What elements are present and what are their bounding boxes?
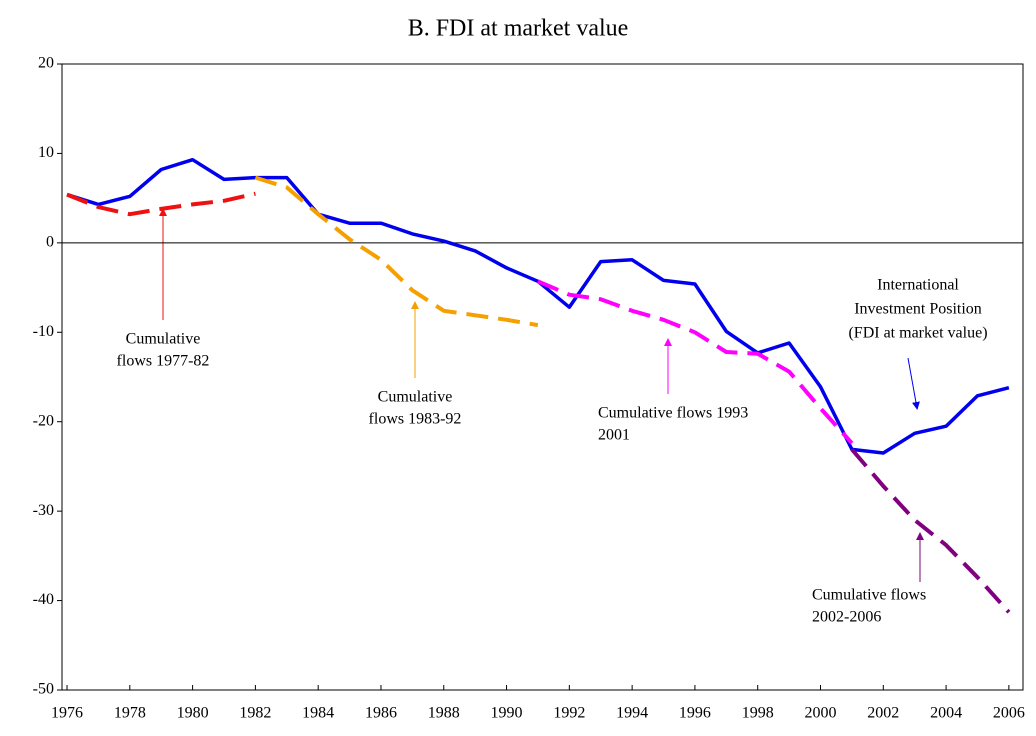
chart-title: B. FDI at market value [408, 16, 629, 42]
y-tick-label: 20 [38, 55, 54, 72]
x-tick-label: 1998 [742, 705, 774, 722]
arrow [907, 357, 920, 410]
x-tick-label: 1990 [491, 705, 523, 722]
x-tick-label: 1980 [177, 705, 209, 722]
x-tick-label: 2000 [805, 705, 837, 722]
y-tick-label: -50 [33, 681, 54, 698]
x-tick-label: 2004 [930, 705, 962, 722]
plot-frame [61, 63, 1024, 691]
y-tick-label: 10 [38, 144, 54, 161]
x-tick-label: 1982 [239, 705, 271, 722]
x-tick-label: 1992 [553, 705, 585, 722]
y-tick-label: -30 [33, 502, 54, 519]
x-tick-label: 1994 [616, 705, 648, 722]
annotation: International [877, 277, 959, 294]
annotation: Investment Position [854, 301, 982, 318]
annotation: Cumulative [378, 389, 453, 406]
y-tick-label: -20 [33, 412, 54, 429]
annotation: flows 1983-92 [369, 411, 462, 428]
annotation: Cumulative flows 1993 [598, 405, 748, 422]
x-tick-label: 1988 [428, 705, 460, 722]
series-line [537, 279, 854, 445]
y-tick-label: -10 [33, 323, 54, 340]
annotation: Cumulative [126, 331, 201, 348]
y-tick-label: 0 [46, 234, 54, 251]
annotation: (FDI at market value) [848, 325, 987, 342]
x-tick-label: 1996 [679, 705, 711, 722]
x-tick-label: 1986 [365, 705, 397, 722]
x-tick-label: 1976 [51, 705, 83, 722]
annotation: Cumulative flows [812, 587, 926, 604]
annotation: flows 1977-82 [117, 353, 210, 370]
annotation: 2002-2006 [812, 609, 881, 626]
x-tick-label: 1978 [114, 705, 146, 722]
x-tick-label: 2002 [867, 705, 899, 722]
series-line [66, 191, 256, 217]
annotation: 2001 [598, 427, 630, 444]
x-tick-label: 1984 [302, 705, 334, 722]
y-tick-label: -40 [33, 591, 54, 608]
x-tick-label: 2006 [993, 705, 1025, 722]
series-line [850, 448, 1011, 614]
series-line [254, 175, 539, 328]
